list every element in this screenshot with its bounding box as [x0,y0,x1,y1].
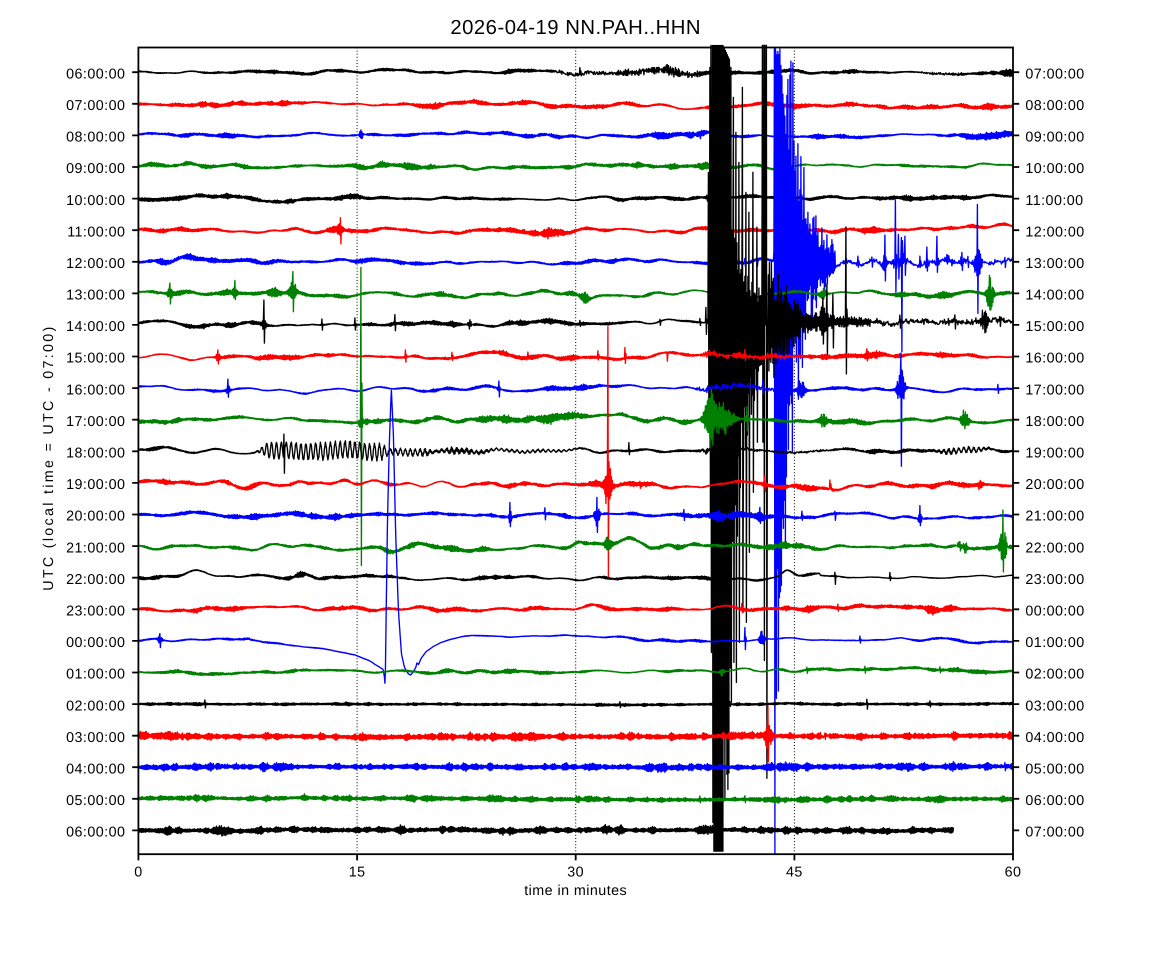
svg-text:0: 0 [134,864,142,880]
svg-text:06:00:00: 06:00:00 [66,66,125,82]
svg-text:20:00:00: 20:00:00 [66,509,125,525]
svg-text:00:00:00: 00:00:00 [1025,604,1084,620]
svg-text:10:00:00: 10:00:00 [1025,161,1084,177]
svg-text:12:00:00: 12:00:00 [1025,224,1084,240]
svg-text:18:00:00: 18:00:00 [66,446,125,462]
svg-text:60: 60 [1005,864,1022,880]
svg-text:07:00:00: 07:00:00 [1025,66,1084,82]
svg-text:16:00:00: 16:00:00 [66,382,125,398]
svg-text:UTC (local time = UTC - 07:00): UTC (local time = UTC - 07:00) [41,324,57,590]
svg-text:11:00:00: 11:00:00 [67,224,125,240]
svg-text:03:00:00: 03:00:00 [66,730,125,746]
svg-text:17:00:00: 17:00:00 [1025,382,1084,398]
svg-text:06:00:00: 06:00:00 [66,825,125,841]
svg-text:12:00:00: 12:00:00 [66,256,125,272]
svg-text:06:00:00: 06:00:00 [1025,793,1084,809]
svg-text:07:00:00: 07:00:00 [66,98,125,114]
svg-text:02:00:00: 02:00:00 [1025,667,1084,683]
svg-text:14:00:00: 14:00:00 [66,319,125,335]
svg-text:08:00:00: 08:00:00 [66,130,125,146]
svg-text:05:00:00: 05:00:00 [66,793,125,809]
svg-text:16:00:00: 16:00:00 [1025,351,1084,367]
svg-text:04:00:00: 04:00:00 [1025,730,1084,746]
svg-text:21:00:00: 21:00:00 [66,540,125,556]
svg-text:23:00:00: 23:00:00 [1025,572,1084,588]
svg-text:14:00:00: 14:00:00 [1025,288,1084,304]
svg-text:23:00:00: 23:00:00 [66,604,125,620]
svg-text:01:00:00: 01:00:00 [1025,635,1084,651]
svg-text:20:00:00: 20:00:00 [1025,477,1084,493]
svg-text:04:00:00: 04:00:00 [66,761,125,777]
svg-text:19:00:00: 19:00:00 [1025,446,1084,462]
svg-text:21:00:00: 21:00:00 [1025,509,1084,525]
svg-text:07:00:00: 07:00:00 [1025,825,1084,841]
svg-text:18:00:00: 18:00:00 [1025,414,1084,430]
svg-text:11:00:00: 11:00:00 [1025,193,1083,209]
svg-text:15:00:00: 15:00:00 [66,351,125,367]
svg-text:08:00:00: 08:00:00 [1025,98,1084,114]
svg-text:22:00:00: 22:00:00 [1025,540,1084,556]
svg-text:09:00:00: 09:00:00 [66,161,125,177]
svg-text:45: 45 [786,864,803,880]
svg-text:01:00:00: 01:00:00 [66,667,125,683]
svg-text:2026-04-19 NN.PAH..HHN: 2026-04-19 NN.PAH..HHN [450,17,701,39]
svg-text:13:00:00: 13:00:00 [66,288,125,304]
svg-text:22:00:00: 22:00:00 [66,572,125,588]
svg-text:05:00:00: 05:00:00 [1025,761,1084,777]
svg-text:02:00:00: 02:00:00 [66,698,125,714]
svg-text:19:00:00: 19:00:00 [66,477,125,493]
svg-text:time in minutes: time in minutes [524,883,627,899]
svg-text:17:00:00: 17:00:00 [66,414,125,430]
svg-text:30: 30 [567,864,584,880]
svg-text:10:00:00: 10:00:00 [66,193,125,209]
svg-text:15:00:00: 15:00:00 [1025,319,1084,335]
svg-text:15: 15 [349,864,366,880]
svg-text:13:00:00: 13:00:00 [1025,256,1084,272]
svg-text:00:00:00: 00:00:00 [66,635,125,651]
svg-text:09:00:00: 09:00:00 [1025,130,1084,146]
svg-text:03:00:00: 03:00:00 [1025,698,1084,714]
